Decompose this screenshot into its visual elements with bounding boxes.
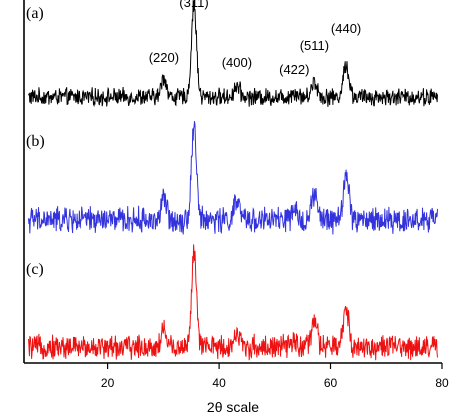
series-line-a xyxy=(28,0,438,108)
x-tick-label: 80 xyxy=(435,376,449,390)
x-axis xyxy=(23,0,442,364)
peak-label: (311) xyxy=(179,0,208,10)
x-tick-label: 40 xyxy=(212,376,226,390)
peak-label: (511) xyxy=(300,38,329,53)
x-tick-label: 60 xyxy=(324,376,338,390)
x-axis-label: 2θ scale xyxy=(207,399,259,414)
x-ticks: 20 40 60 80 xyxy=(101,363,449,390)
plot-area: (a) (b) (c) (220) (311) (400) (422) (511)(440) xyxy=(26,0,438,361)
series-line-c xyxy=(28,244,438,361)
panel-label-b: (b) xyxy=(26,133,45,150)
peak-label: (400) xyxy=(222,55,252,70)
panel-label-a: (a) xyxy=(26,5,44,22)
peak-label: (422) xyxy=(279,62,309,77)
peak-label: (220) xyxy=(149,50,179,65)
x-tick-label: 20 xyxy=(101,376,115,390)
panel-label-c: (c) xyxy=(26,261,44,278)
series-line-b xyxy=(28,121,438,235)
peak-label: (440) xyxy=(331,21,361,36)
